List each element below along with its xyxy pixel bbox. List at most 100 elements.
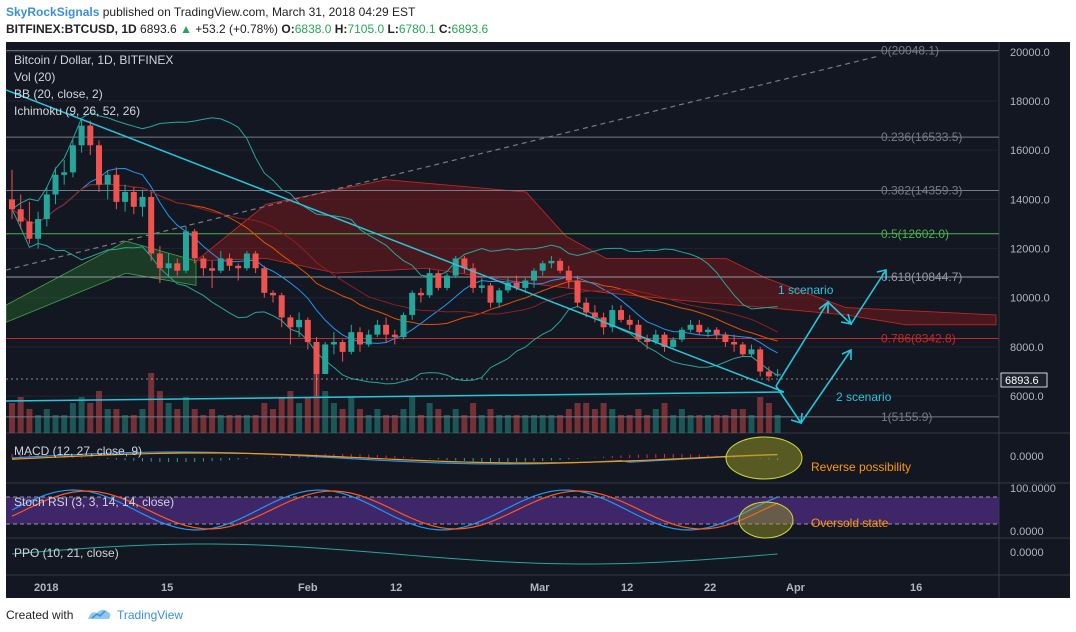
candle-body <box>452 258 459 276</box>
candle-body <box>304 319 311 343</box>
time-axis-label: 16 <box>910 582 922 594</box>
volume-bar <box>26 409 33 433</box>
candle-body <box>270 292 276 296</box>
candle-body <box>287 317 294 328</box>
candle-body <box>583 302 590 313</box>
reverse-highlight[interactable] <box>725 436 803 480</box>
scenario-1-arrow[interactable] <box>775 269 887 387</box>
reverse-label: Reverse possibility <box>811 460 911 474</box>
candle-body <box>69 145 76 173</box>
fib-level-label: 0.236(16533.5) <box>881 130 962 144</box>
candle-body <box>52 174 59 195</box>
candle-body <box>444 275 450 288</box>
candle-body <box>539 263 546 271</box>
candle-body <box>687 324 694 330</box>
candle-body <box>374 324 381 335</box>
candle-body <box>357 332 363 345</box>
candle-body <box>26 221 33 239</box>
candle-body <box>609 310 616 328</box>
volume-bar <box>78 397 85 433</box>
candle-body <box>322 344 329 374</box>
tradingview-link[interactable]: TradingView <box>117 608 184 622</box>
candle-body <box>417 292 424 296</box>
candle-body <box>243 253 250 269</box>
volume-bar <box>713 415 720 433</box>
chart-header: SkyRockSignals published on TradingView.… <box>0 0 1076 40</box>
publisher-link[interactable]: SkyRockSignals <box>6 5 100 19</box>
volume-bar <box>426 403 433 433</box>
volume-bar <box>765 403 772 433</box>
oversold-highlight[interactable] <box>738 501 794 539</box>
candle-body <box>557 260 564 271</box>
volume-bar <box>496 415 503 433</box>
volume-bar <box>757 397 764 433</box>
volume-bar <box>278 397 285 433</box>
stoch-k-line <box>11 489 778 531</box>
candle-body <box>435 273 442 288</box>
fib-level-label: 0.786(8342.8) <box>881 332 956 346</box>
volume-bar <box>165 403 172 433</box>
candle-body <box>391 334 398 338</box>
scenario-1-label: 1 scenario <box>778 283 834 297</box>
volume-bar <box>252 415 259 433</box>
tradingview-logo-icon[interactable] <box>86 606 112 622</box>
high-label: H: <box>334 22 348 36</box>
macd-label: MACD (12, 27, close, 9) <box>14 444 142 458</box>
candle-body <box>626 319 633 325</box>
volume-bar <box>748 415 755 433</box>
trend-line-down[interactable] <box>6 89 785 393</box>
candle-body <box>705 329 711 333</box>
close-value: 6893.6 <box>451 22 489 36</box>
candle-body <box>183 231 189 271</box>
fib-trend-line[interactable] <box>6 55 880 271</box>
low-label: L: <box>387 22 399 36</box>
price-change: +53.2 (+0.78%) <box>195 22 279 36</box>
candle-body <box>478 285 485 288</box>
time-axis-label: Apr <box>786 582 806 594</box>
candle-body <box>661 334 668 347</box>
volume-bar <box>261 403 268 433</box>
volume-bar <box>652 409 659 433</box>
volume-bar <box>365 415 372 433</box>
volume-bar <box>661 403 668 433</box>
chart-area[interactable]: 0(20048.1) 0.236(16533.5) 0.382(14359.3) 0.… <box>6 42 1070 598</box>
volume-bar <box>322 391 329 433</box>
volume-bar <box>487 409 494 433</box>
close-label: C: <box>438 22 452 36</box>
price-axis-tick: 10000.0 <box>1010 293 1050 305</box>
time-axis-label: 22 <box>704 582 716 594</box>
ppo-label: PPO (10, 21, close) <box>14 546 119 560</box>
candle-body <box>470 268 477 288</box>
fib-level-label: 0.5(12602.0) <box>881 227 949 241</box>
volume-bar <box>644 415 651 433</box>
volume-bar <box>383 415 390 433</box>
scenario-2-arrow[interactable] <box>775 348 852 425</box>
volume-bar <box>470 403 477 433</box>
chart-canvas[interactable]: 0(20048.1) 0.236(16533.5) 0.382(14359.3) 0.… <box>6 42 1070 598</box>
candle-body <box>139 196 146 207</box>
time-axis-label: 12 <box>390 582 402 594</box>
volume-bar <box>183 397 189 433</box>
volume-bar <box>435 409 442 433</box>
low-value: 6780.1 <box>398 22 436 36</box>
time-axis-label: 15 <box>161 582 173 594</box>
time-axis-label: Feb <box>298 582 318 594</box>
volume-bar <box>339 409 346 433</box>
volume-bar <box>87 403 94 433</box>
volume-bar <box>348 397 355 433</box>
candle-body <box>574 280 581 303</box>
candle-body <box>400 314 407 338</box>
candle-body <box>383 324 390 335</box>
candle-body <box>104 174 111 185</box>
volume-bar <box>330 403 337 433</box>
trend-line-support[interactable] <box>6 391 785 402</box>
candle-body <box>330 342 337 345</box>
oversold-label: Oversold state <box>811 516 889 530</box>
candle-body <box>504 282 511 291</box>
fib-level-label: 1(5155.9) <box>881 410 932 424</box>
volume-bar <box>235 415 242 433</box>
volume-bar <box>417 415 424 433</box>
candle-body <box>96 145 102 185</box>
candle-body <box>670 339 677 347</box>
ppo-axis-tick: 0.0000 <box>1010 547 1044 559</box>
